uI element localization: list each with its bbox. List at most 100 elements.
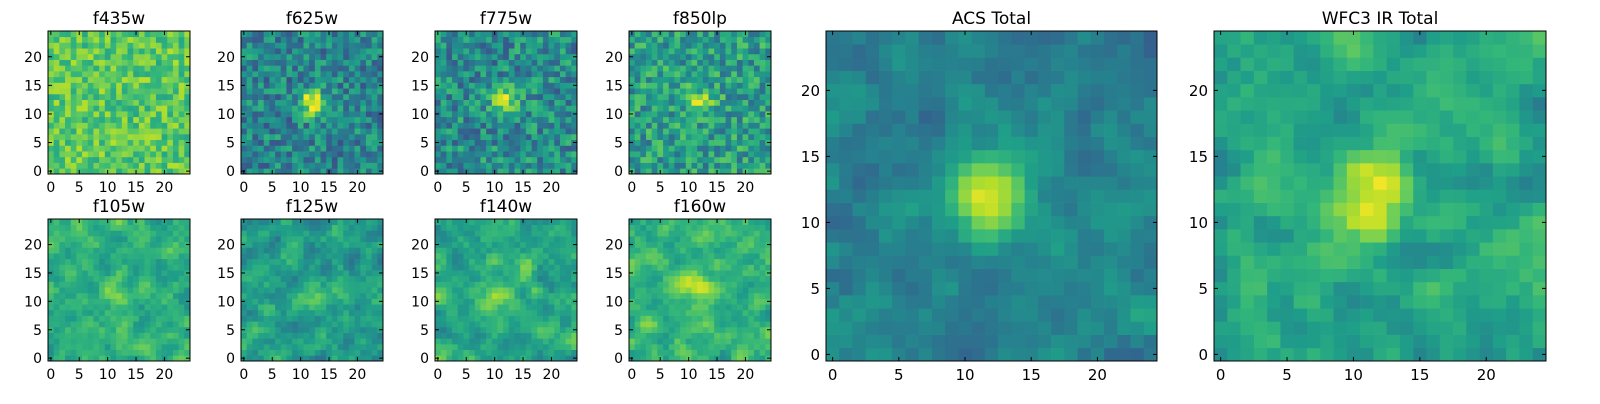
heatmap-cell [486,77,492,83]
heatmap-cell [145,338,151,344]
heatmap-cell [110,253,116,259]
heatmap-cell [497,355,503,361]
heatmap-cell [503,42,509,48]
heatmap-cell [309,310,315,316]
panel-title: f625w [286,9,338,29]
heatmap-cell [475,327,481,333]
heatmap-cell [343,134,349,140]
heatmap-cell [309,219,315,225]
heatmap-cell [532,259,538,265]
heatmap-cell [321,117,327,123]
heatmap-cell [82,293,88,299]
heatmap-cell [743,117,749,123]
heatmap-cell [646,77,652,83]
heatmap-cell [549,310,555,316]
heatmap-cell [526,163,532,169]
heatmap-cell [264,276,270,282]
heatmap-cell [338,276,344,282]
heatmap-cell [566,350,572,356]
heatmap-cell [475,310,481,316]
heatmap-cell [264,140,270,146]
heatmap-cell [377,259,383,265]
heatmap-cell [731,37,737,43]
heatmap-cell [669,31,675,37]
heatmap-cell [286,145,292,151]
heatmap-cell [709,333,715,339]
heatmap-cell [635,287,641,293]
heatmap-cell [377,253,383,259]
heatmap-cell [162,48,168,54]
heatmap-cell [286,338,292,344]
heatmap-cell [629,316,635,322]
heatmap-cell [480,276,486,282]
heatmap-cell [269,111,275,117]
heatmap-cell [571,71,577,77]
heatmap-cell [179,236,185,242]
heatmap-cell [360,94,366,100]
heatmap-cell [543,71,549,77]
heatmap-cell [93,350,99,356]
heatmap-cell [657,65,663,71]
heatmap-cell [526,293,532,299]
heatmap-cell [326,230,332,236]
heatmap-cell [709,299,715,305]
heatmap-cell [720,151,726,157]
heatmap-cell [635,333,641,339]
heatmap-cell [441,134,447,140]
heatmap-cell [133,316,139,322]
heatmap-cell [133,65,139,71]
heatmap-cell [292,338,298,344]
heatmap-cell [680,71,686,77]
heatmap-cell [635,123,641,129]
heatmap-cell [252,134,258,140]
heatmap-cell [657,270,663,276]
heatmap-cell [435,77,441,83]
heatmap-cell [537,157,543,163]
heatmap-cell [303,253,309,259]
heatmap-cell [446,88,452,94]
heatmap-cell [48,123,54,129]
heatmap-cell [686,287,692,293]
heatmap-cell [116,157,122,163]
heatmap-cell [520,88,526,94]
heatmap-cell [480,281,486,287]
heatmap-cell [452,299,458,305]
heatmap-cell [709,344,715,350]
heatmap-cell [156,100,162,106]
heatmap-cell [298,77,304,83]
heatmap-cell [458,37,464,43]
panel-title: f775w [480,9,532,29]
heatmap-cell [122,293,128,299]
heatmap-cell [566,253,572,259]
heatmap-cell [372,287,378,293]
heatmap-cell [292,117,298,123]
heatmap-cell [247,157,253,163]
heatmap-cell [515,54,521,60]
heatmap-cell [281,304,287,310]
heatmap-cell [88,123,94,129]
heatmap-cell [697,65,703,71]
heatmap-cell [737,37,743,43]
heatmap-cell [520,105,526,111]
heatmap-cell [629,310,635,316]
heatmap-cell [355,344,361,350]
heatmap-cell [343,60,349,66]
heatmap-cell [59,42,65,48]
heatmap-cell [674,31,680,37]
heatmap-cell [167,264,173,270]
heatmap-cell [720,299,726,305]
heatmap-cell [105,128,111,134]
heatmap-cell [59,111,65,117]
heatmap-cell [105,60,111,66]
heatmap-cell [640,88,646,94]
heatmap-cell [321,48,327,54]
heatmap-cell [475,140,481,146]
heatmap-cell [179,140,185,146]
heatmap-cell [326,123,332,129]
heatmap-cell [145,128,151,134]
heatmap-cell [463,157,469,163]
heatmap-cell [720,111,726,117]
heatmap-cell [441,82,447,88]
heatmap-cell [435,94,441,100]
heatmap-cell [167,65,173,71]
